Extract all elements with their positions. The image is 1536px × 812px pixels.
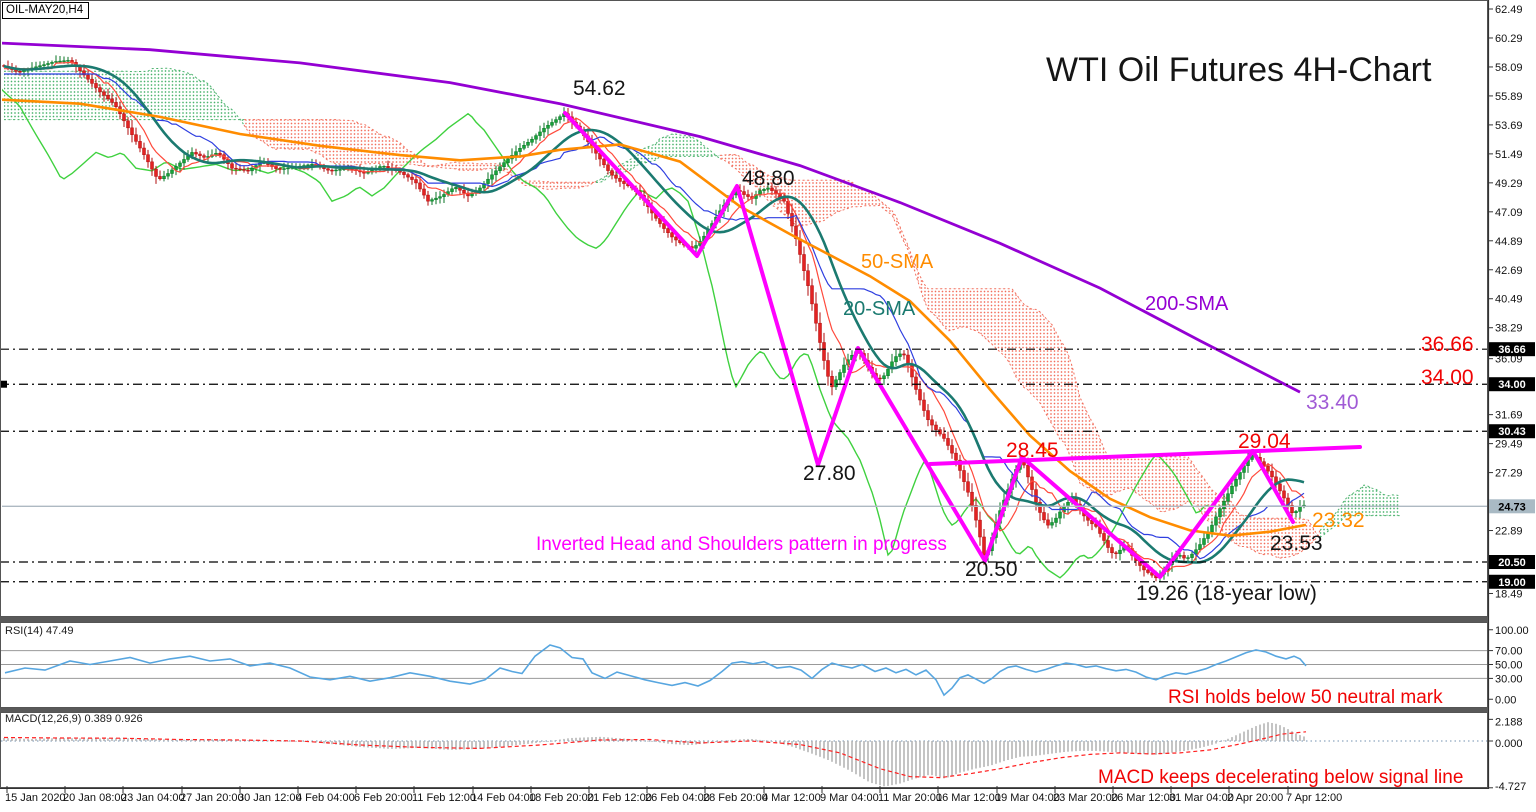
svg-text:19.00: 19.00: [1498, 577, 1526, 589]
price-label-19-26-low: 19.26 (18-year low): [1136, 582, 1317, 605]
svg-text:7 Apr 12:00: 7 Apr 12:00: [1286, 792, 1342, 804]
svg-text:34.00: 34.00: [1498, 379, 1526, 391]
sma20-label: 20-SMA: [843, 298, 916, 320]
svg-text:20.50: 20.50: [1498, 557, 1526, 569]
svg-text:4 Feb 04:00: 4 Feb 04:00: [296, 792, 355, 804]
svg-text:29.49: 29.49: [1495, 439, 1523, 451]
symbol-label: OIL-MAY20,H4: [2, 2, 90, 19]
price-label-23-32: 23.32: [1312, 509, 1365, 532]
svg-text:38.29: 38.29: [1495, 323, 1523, 335]
svg-text:55.89: 55.89: [1495, 91, 1523, 103]
svg-text:28 Feb 20:00: 28 Feb 20:00: [703, 792, 768, 804]
svg-text:31 Mar 04:00: 31 Mar 04:00: [1169, 792, 1234, 804]
svg-text:14 Feb 04:00: 14 Feb 04:00: [471, 792, 536, 804]
svg-text:0.00: 0.00: [1495, 694, 1516, 706]
svg-text:2 Apr 20:00: 2 Apr 20:00: [1227, 792, 1283, 804]
svg-text:47.09: 47.09: [1495, 207, 1523, 219]
svg-text:15 Jan 2020: 15 Jan 2020: [5, 792, 66, 804]
chart-title: WTI Oil Futures 4H-Chart: [1046, 51, 1432, 89]
price-label-33-40: 33.40: [1306, 391, 1359, 414]
svg-text:36.09: 36.09: [1495, 354, 1523, 366]
svg-text:20 Jan 08:00: 20 Jan 08:00: [63, 792, 127, 804]
price-label-48-80: 48.80: [742, 167, 795, 190]
pattern-annotation: Inverted Head and Shoulders pattern in p…: [536, 534, 947, 555]
price-label-28-45: 28.45: [1006, 439, 1059, 462]
svg-text:21 Feb 12:00: 21 Feb 12:00: [587, 792, 652, 804]
svg-text:18 Feb 20:00: 18 Feb 20:00: [529, 792, 594, 804]
macd-indicator-label: MACD(12,26,9) 0.389 0.926: [5, 713, 143, 725]
rsi-annotation: RSI holds below 50 neutral mark: [1168, 687, 1443, 708]
svg-text:23 Jan 04:00: 23 Jan 04:00: [121, 792, 185, 804]
svg-text:4 Mar 12:00: 4 Mar 12:00: [762, 792, 821, 804]
svg-text:58.09: 58.09: [1495, 62, 1523, 74]
macd-annotation: MACD keeps decelerating below signal lin…: [1098, 767, 1464, 788]
svg-text:26 Feb 04:00: 26 Feb 04:00: [645, 792, 710, 804]
price-label-20-50: 20.50: [965, 558, 1018, 581]
svg-text:11 Feb 12:00: 11 Feb 12:00: [412, 792, 476, 804]
svg-text:24.73: 24.73: [1498, 501, 1526, 513]
svg-text:60.29: 60.29: [1495, 33, 1523, 45]
svg-text:27.29: 27.29: [1495, 468, 1523, 480]
svg-text:31.69: 31.69: [1495, 410, 1523, 422]
svg-text:9 Mar 04:00: 9 Mar 04:00: [820, 792, 879, 804]
price-label-27-80: 27.80: [803, 462, 856, 485]
rsi-indicator-label: RSI(14) 47.49: [5, 625, 74, 637]
price-label-54-62: 54.62: [573, 77, 626, 100]
svg-text:2.188: 2.188: [1495, 716, 1523, 728]
level-label-36-66: 36.66: [1421, 333, 1474, 356]
svg-text:53.69: 53.69: [1495, 120, 1523, 132]
svg-text:-4.727: -4.727: [1495, 781, 1526, 793]
svg-text:42.69: 42.69: [1495, 265, 1523, 277]
svg-text:40.49: 40.49: [1495, 294, 1523, 306]
price-label-29-04: 29.04: [1238, 430, 1291, 453]
svg-text:0.000: 0.000: [1495, 738, 1523, 750]
svg-text:49.29: 49.29: [1495, 178, 1523, 190]
svg-text:30.00: 30.00: [1495, 673, 1523, 685]
svg-text:16 Mar 12:00: 16 Mar 12:00: [936, 792, 1001, 804]
svg-text:22.89: 22.89: [1495, 526, 1523, 538]
svg-text:44.89: 44.89: [1495, 236, 1523, 248]
sma50-label: 50-SMA: [861, 251, 934, 273]
svg-text:26 Mar 12:00: 26 Mar 12:00: [1111, 792, 1176, 804]
svg-text:51.49: 51.49: [1495, 149, 1523, 161]
level-label-34-00: 34.00: [1421, 366, 1474, 389]
svg-text:100.00: 100.00: [1495, 625, 1529, 637]
svg-text:27 Jan 20:00: 27 Jan 20:00: [180, 792, 244, 804]
svg-text:30.43: 30.43: [1498, 426, 1526, 438]
svg-text:19 Mar 04:00: 19 Mar 04:00: [995, 792, 1060, 804]
sma200-label: 200-SMA: [1145, 293, 1229, 315]
svg-text:18.49: 18.49: [1495, 588, 1523, 600]
svg-text:30 Jan 12:00: 30 Jan 12:00: [238, 792, 302, 804]
svg-text:11 Mar 20:00: 11 Mar 20:00: [878, 792, 942, 804]
svg-text:36.66: 36.66: [1498, 344, 1526, 356]
svg-text:23 Mar 20:00: 23 Mar 20:00: [1053, 792, 1118, 804]
svg-text:6 Feb 20:00: 6 Feb 20:00: [354, 792, 413, 804]
svg-text:70.00: 70.00: [1495, 646, 1523, 658]
svg-text:50.00: 50.00: [1495, 660, 1523, 672]
price-label-23-53: 23.53: [1270, 532, 1323, 555]
svg-text:62.49: 62.49: [1495, 4, 1523, 16]
